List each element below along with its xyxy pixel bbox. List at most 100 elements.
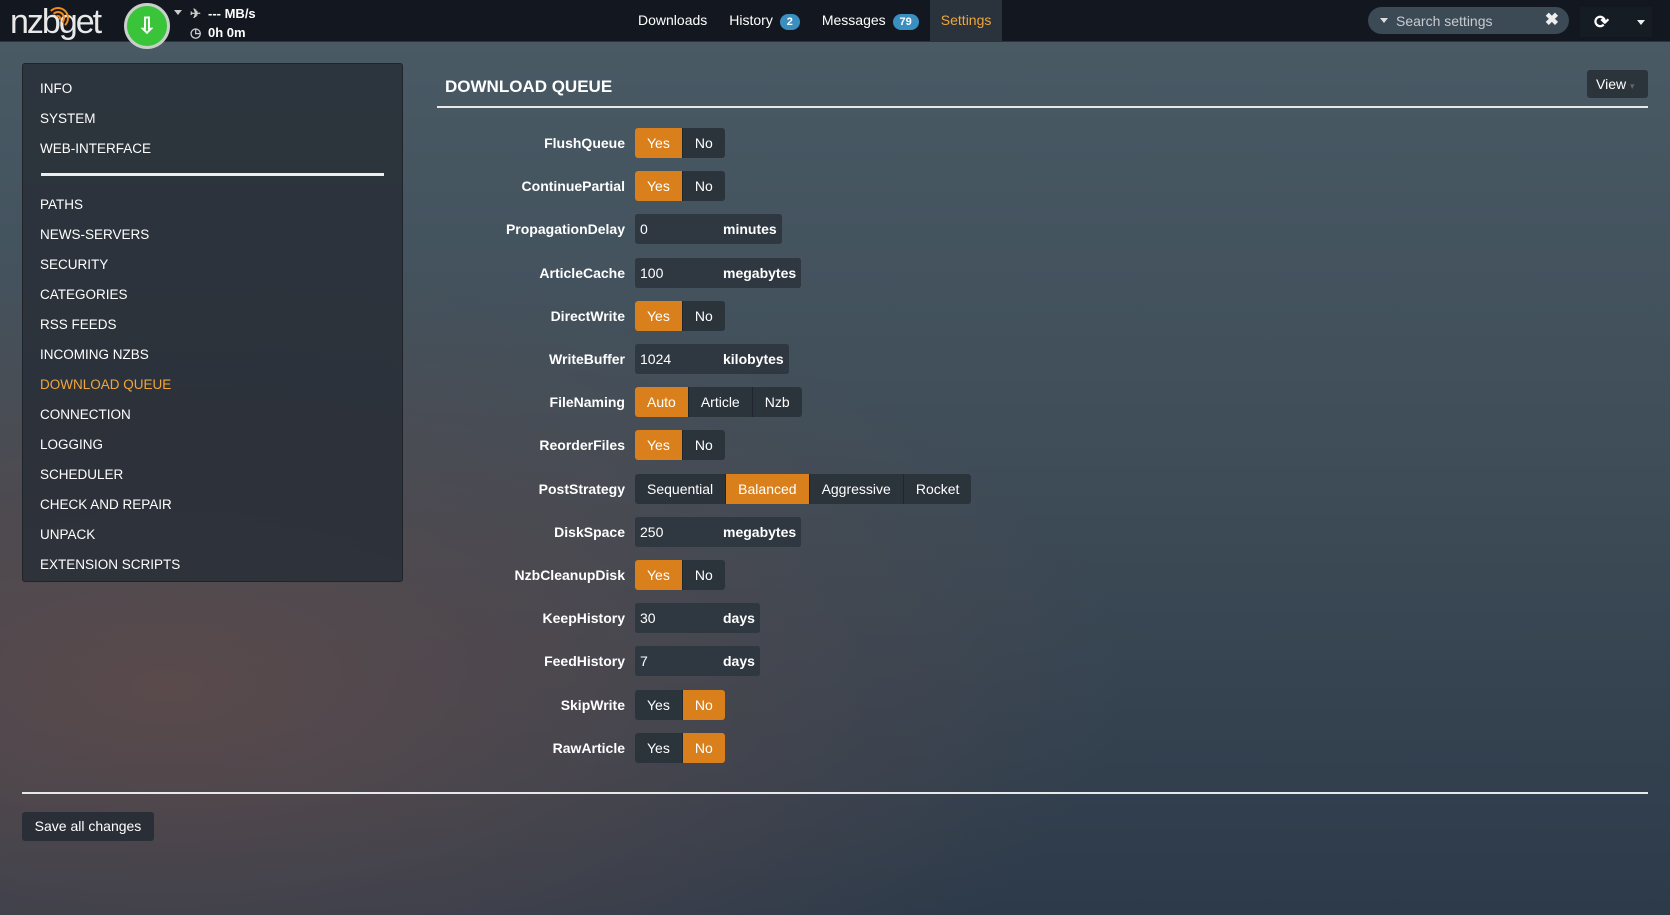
setting-label: FlushQueue [544,135,625,151]
tab-settings[interactable]: Settings [929,0,1003,42]
setting-label: FeedHistory [544,653,625,670]
unit-label: megabytes [723,257,802,288]
settings-sidebar: INFO SYSTEM WEB-INTERFACE PATHS NEWS-SERVERS… [22,63,403,582]
option-switch: Yes No [635,300,725,331]
option-no[interactable]: No [682,732,725,763]
sidebar-item-download-queue[interactable]: DOWNLOAD QUEUE [40,377,172,392]
feedhistory-input[interactable] [635,646,723,677]
option-yes[interactable]: Yes [635,689,683,720]
option-yes[interactable]: Yes [635,560,683,590]
setting-label: ContinuePartial [521,178,625,195]
option-auto[interactable]: Auto [635,387,689,418]
setting-row-writebuffer: WriteBuffer kilobytes [437,344,789,374]
chevron-down-icon[interactable] [174,10,182,15]
option-no[interactable]: No [694,178,713,195]
search-filter-caret-icon[interactable] [1380,18,1388,23]
title-divider [437,106,1648,108]
setting-label: KeepHistory [542,610,625,627]
propagationdelay-input[interactable] [635,214,723,245]
menu-caret-icon[interactable] [1637,19,1646,25]
diskspace-input[interactable] [635,516,723,547]
refresh-icon[interactable]: ⟳ [1594,11,1610,32]
option-switch: Yes No [635,732,725,763]
option-rocket[interactable]: Rocket [915,480,960,497]
sidebar-item-unpack[interactable]: UNPACK [40,527,96,542]
sidebar-item-connection[interactable]: CONNECTION [40,407,131,422]
articlecache-input[interactable] [635,257,723,288]
download-toggle-button[interactable]: ⇩ [124,3,170,49]
option-yes[interactable]: Yes [635,300,683,331]
unit-label: kilobytes [723,344,789,374]
search-input[interactable] [1396,12,1536,29]
option-sequential[interactable]: Sequential [635,473,727,504]
toolbar-buttons: ⟳ [1580,7,1652,37]
option-nzb[interactable]: Nzb [764,394,790,411]
nav-tabs: Downloads History 2 Messages 79 Settings [627,0,1003,42]
setting-label: DirectWrite [550,307,625,324]
sidebar-item-web-interface[interactable]: WEB-INTERFACE [40,141,152,156]
view-caret-icon: ▾ [1629,81,1635,91]
sidebar-item-check-and-repair[interactable]: CHECK AND REPAIR [40,497,172,512]
view-button[interactable]: View ▾ [1587,70,1648,98]
setting-row-propagationdelay: PropagationDelay minutes [437,214,782,245]
setting-row-articlecache: ArticleCache megabytes [437,257,802,288]
save-all-button[interactable]: Save all changes [22,812,154,841]
setting-row-poststrategy: PostStrategy Sequential Balanced Aggressive… [437,473,972,504]
setting-row-keephistory: KeepHistory days [437,603,760,634]
option-yes[interactable]: Yes [635,732,683,763]
speed-status[interactable]: ✈ --- MB/s ◷ 0h 0m [190,6,256,40]
option-yes[interactable]: Yes [635,128,683,158]
setting-label: RawArticle [552,739,625,756]
sidebar-item-incoming-nzbs[interactable]: INCOMING NZBS [40,347,149,362]
tab-history[interactable]: History 2 [718,0,811,42]
option-yes[interactable]: Yes [635,171,683,202]
tab-messages[interactable]: Messages 79 [811,0,930,42]
option-no[interactable]: No [694,567,713,583]
sidebar-item-logging[interactable]: LOGGING [40,437,104,452]
sidebar-item-info[interactable]: INFO [40,81,73,96]
setting-label: DiskSpace [554,523,625,540]
option-switch: Sequential Balanced Aggressive Rocket [635,473,972,504]
number-field-group: days [635,603,760,634]
number-field-group: days [635,646,760,677]
option-aggressive[interactable]: Aggressive [810,473,904,504]
sidebar-item-extension-scripts[interactable]: EXTENSION SCRIPTS [40,557,181,572]
option-balanced[interactable]: Balanced [726,473,810,504]
setting-row-diskspace: DiskSpace megabytes [437,516,802,547]
option-article[interactable]: Article [689,387,753,418]
sidebar-item-rss-feeds[interactable]: RSS FEEDS [40,317,117,332]
writebuffer-input[interactable] [635,344,723,374]
unit-label: minutes [723,214,782,245]
setting-label: SkipWrite [560,696,625,713]
option-no[interactable]: No [694,307,713,324]
option-no[interactable]: No [694,437,713,454]
sidebar-item-scheduler[interactable]: SCHEDULER [40,467,124,482]
sidebar-item-categories[interactable]: CATEGORIES [40,287,128,302]
clear-search-icon[interactable]: ✖ [1544,10,1559,29]
number-field-group: minutes [635,214,782,245]
history-count-badge: 2 [779,14,800,30]
setting-row-rawarticle: RawArticle Yes No [437,732,725,763]
option-yes[interactable]: Yes [635,430,683,461]
clock-icon: ◷ [190,25,202,40]
sidebar-item-security[interactable]: SECURITY [40,257,109,272]
option-no[interactable]: No [694,135,713,151]
page-title: DOWNLOAD QUEUE [445,77,613,96]
tab-downloads[interactable]: Downloads [638,12,708,28]
setting-row-continuepartial: ContinuePartial Yes No [437,171,725,202]
option-no[interactable]: No [682,689,725,720]
unit-label: megabytes [723,516,802,547]
sidebar-item-news-servers[interactable]: NEWS-SERVERS [40,227,150,242]
sidebar-item-paths[interactable]: PATHS [40,197,84,212]
keephistory-input[interactable] [635,603,723,634]
number-field-group: megabytes [635,516,802,547]
logo[interactable]: nzbget [10,3,102,41]
option-switch: Yes No [635,171,725,202]
option-switch: Yes No [635,689,725,720]
download-arrow-icon: ⇩ [137,13,157,38]
sidebar-divider [41,173,384,176]
sidebar-item-system[interactable]: SYSTEM [40,111,96,126]
setting-label: NzbCleanupDisk [514,567,625,583]
setting-label: WriteBuffer [549,351,625,367]
number-field-group: kilobytes [635,344,789,374]
